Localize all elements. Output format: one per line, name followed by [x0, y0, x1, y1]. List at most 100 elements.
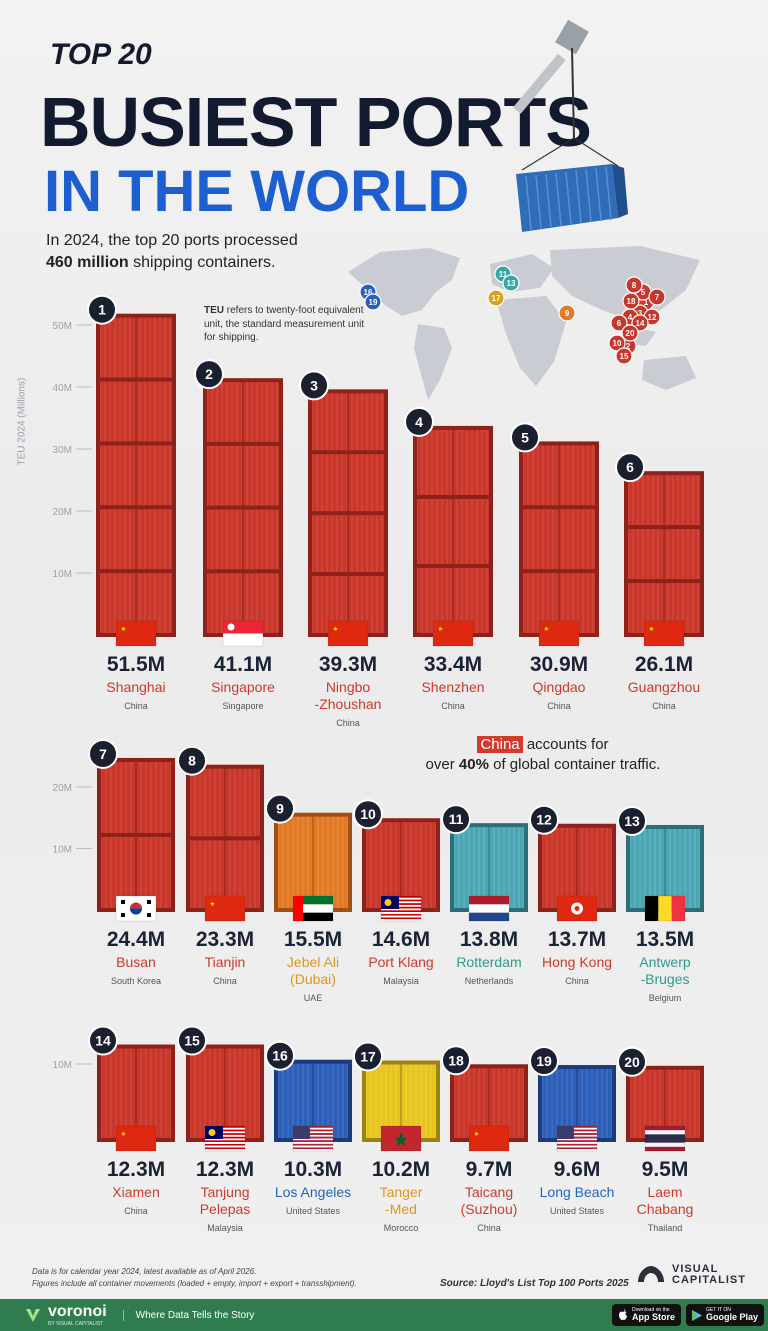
rank-badge — [299, 370, 329, 401]
rank-badge — [529, 804, 559, 835]
y-tick-label: 30M — [53, 445, 72, 456]
port-bar-14: 14 12.3M Xiamen China — [88, 1025, 175, 1216]
port-bar-9: 9 15.5M Jebel Ali(Dubai) UAE — [265, 793, 352, 1003]
flag-cn-icon — [432, 620, 474, 647]
port-bar-2: 2 41.1M Singapore Singapore — [194, 359, 283, 711]
port-name-label: (Dubai) — [290, 971, 336, 987]
country-label: China — [565, 976, 589, 986]
port-name-label: Tianjin — [205, 954, 246, 970]
rank-label: 17 — [360, 1048, 376, 1064]
flag-us-icon — [292, 1125, 334, 1152]
flag-cn-icon — [115, 1125, 157, 1152]
port-name-label: (Suzhou) — [461, 1201, 518, 1217]
value-label: 41.1M — [214, 653, 272, 676]
value-label: 24.4M — [107, 928, 165, 951]
voronoi-brand[interactable]: voronoi BY VISUAL CAPITALIST — [24, 1303, 107, 1327]
port-name-label: Shenzhen — [421, 679, 484, 695]
rank-badge — [617, 1046, 647, 1077]
country-label: China — [652, 701, 676, 711]
port-bar-12: 12 13.7M Hong Kong China — [529, 804, 616, 986]
flag-ma-icon — [380, 1125, 422, 1152]
port-name-label: Los Angeles — [275, 1184, 351, 1200]
flag-cn-icon — [538, 620, 580, 647]
port-name-label: -Bruges — [640, 971, 689, 987]
title-sub: IN THE WORLD — [44, 159, 470, 224]
rank-label: 6 — [626, 459, 634, 475]
source: Source: Lloyd's List Top 100 Ports 2025 — [440, 1278, 629, 1289]
port-bar-6: 6 26.1M Guangzhou China — [615, 452, 704, 711]
rank-label: 8 — [188, 753, 196, 769]
rank-label: 15 — [184, 1033, 200, 1049]
port-name-label: Qingdao — [533, 679, 586, 695]
port-name-label: Shanghai — [106, 679, 165, 695]
rank-label: 10 — [360, 806, 376, 822]
port-bar-16: 16 10.3M Los Angeles United States — [265, 1040, 352, 1216]
rank-label: 4 — [415, 414, 423, 430]
port-name-label: Chabang — [637, 1201, 694, 1217]
country-label: China — [124, 701, 148, 711]
y-tick-label: 40M — [53, 383, 72, 394]
port-name-label: Tanger — [380, 1184, 423, 1200]
country-label: China — [336, 718, 360, 728]
rank-badge — [265, 793, 295, 824]
port-bar-17: 17 10.2M Tanger-Med Morocco — [353, 1041, 440, 1233]
country-label: China — [547, 701, 571, 711]
value-label: 12.3M — [107, 1158, 165, 1181]
port-name-label: Xiamen — [112, 1184, 159, 1200]
country-label: China — [477, 1223, 501, 1233]
flag-hk-icon — [556, 895, 598, 922]
port-bar-11: 11 13.8M Rotterdam Netherlands — [441, 804, 528, 986]
google-play-button[interactable]: GET IT ON Google Play — [686, 1304, 765, 1326]
port-bar-19: 19 9.6M Long Beach United States — [529, 1046, 616, 1216]
rank-badge — [441, 804, 471, 835]
port-bar-13: 13 13.5M Antwerp-Bruges Belgium — [617, 805, 704, 1003]
value-label: 10.3M — [284, 1158, 342, 1181]
port-bar-18: 18 9.7M Taicang(Suzhou) China — [441, 1045, 528, 1233]
flag-cn-icon — [327, 620, 369, 647]
crane-container-illustration — [513, 19, 628, 232]
port-bar-8: 8 23.3M Tianjin China — [177, 745, 264, 986]
flag-my-icon — [380, 895, 422, 922]
port-name-label: Laem — [647, 1184, 682, 1200]
value-label: 9.6M — [554, 1158, 601, 1181]
country-label: United States — [286, 1206, 341, 1216]
country-label: Morocco — [384, 1223, 419, 1233]
country-label: Malaysia — [207, 1223, 243, 1233]
port-name-label: -Med — [385, 1201, 417, 1217]
port-name-label: Busan — [116, 954, 156, 970]
port-name-label: Taicang — [465, 1184, 513, 1200]
rank-badge — [87, 294, 117, 325]
port-name-label: Rotterdam — [456, 954, 521, 970]
country-label: Netherlands — [465, 976, 514, 986]
port-name-label: Jebel Ali — [287, 954, 339, 970]
value-label: 13.8M — [460, 928, 518, 951]
value-label: 39.3M — [319, 653, 377, 676]
rank-badge — [265, 1040, 295, 1071]
rank-badge — [617, 805, 647, 836]
rank-badge — [88, 1025, 118, 1056]
country-label: Malaysia — [383, 976, 419, 986]
flag-us-icon — [556, 1125, 598, 1152]
port-bar-5: 5 30.9M Qingdao China — [510, 422, 599, 711]
value-label: 12.3M — [196, 1158, 254, 1181]
y-tick-label: 50M — [53, 321, 72, 332]
rank-badge — [510, 422, 540, 453]
rank-label: 20 — [624, 1054, 640, 1070]
china-callout: China accounts for over 40% of global co… — [425, 736, 661, 774]
map-south-america — [414, 324, 452, 400]
flag-cn-icon — [115, 620, 157, 647]
port-name-label: Guangzhou — [628, 679, 700, 695]
rank-label: 3 — [310, 377, 318, 393]
country-label: China — [213, 976, 237, 986]
google-play-icon — [692, 1309, 702, 1321]
app-store-button[interactable]: Download on the App Store — [612, 1304, 682, 1326]
flag-nl-icon — [468, 895, 510, 922]
rank-badge — [404, 406, 434, 437]
port-name-label: Long Beach — [540, 1184, 615, 1200]
map-north-america — [348, 248, 460, 316]
y-tick-label: 10M — [53, 1060, 72, 1071]
title-main: BUSIEST PORTS — [40, 83, 592, 161]
map-africa — [496, 296, 566, 386]
